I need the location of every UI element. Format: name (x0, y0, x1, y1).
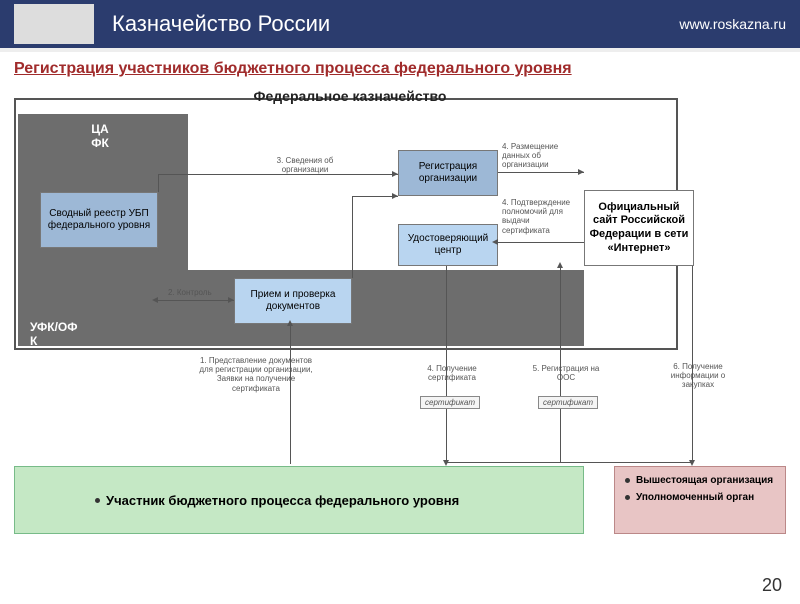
participant-label: Участник бюджетного процесса федеральног… (106, 493, 459, 508)
participant-box: Участник бюджетного процесса федеральног… (14, 466, 584, 534)
arrow-1-head (287, 320, 293, 326)
edge-label-6: 6. Получение информации о закупках (658, 362, 738, 390)
arrow-4a-head (578, 169, 584, 175)
page-number: 20 (762, 575, 782, 596)
edge-label-2: 2. Контроль (168, 288, 212, 297)
arrow-1 (290, 324, 291, 464)
grey-label-ufk-ofk: УФК/ОФ К (30, 320, 110, 348)
edge-label-1: 1. Представление документов для регистра… (196, 356, 316, 393)
arrow-4b (498, 242, 584, 243)
bullet-icon (625, 478, 630, 483)
cert-badge-1: сертификат (420, 396, 480, 409)
box-svod: Сводный реестр УБП федерального уровня (40, 192, 158, 248)
header-title: Казначейство России (112, 11, 679, 37)
box-priem: Прием и проверка документов (234, 278, 352, 324)
arrow-priem-reg-head (392, 193, 398, 199)
bullet-icon (95, 498, 100, 503)
header-logo (14, 4, 94, 44)
grey-label-ca-fk: ЦА ФК (70, 122, 130, 150)
edge-label-4b: 4. Подтверждение полномочий для выдачи с… (502, 198, 578, 235)
header-separator (0, 48, 800, 52)
org1-label: Вышестоящая организация (636, 475, 773, 486)
arrow-3v (158, 174, 159, 192)
arrow-4a (498, 172, 584, 173)
edge-label-3: 3. Сведения об организации (260, 156, 350, 174)
cert-badge-2: сертификат (538, 396, 598, 409)
arrow-3-head (392, 171, 398, 177)
edge-label-5: 5. Регистрация на ООС (530, 364, 602, 382)
arrow-2-head-r (228, 297, 234, 303)
section-title: Федеральное казначейство (200, 88, 500, 104)
org2-label: Уполномоченный орган (636, 492, 754, 503)
bullet-icon (625, 495, 630, 500)
org-box: Вышестоящая организация Уполномоченный о… (614, 466, 786, 534)
header-bar: Казначейство России www.roskazna.ru (0, 0, 800, 48)
arrow-4b-head (492, 239, 498, 245)
box-site: Официальный сайт Российской Федерации в … (584, 190, 694, 266)
arrow-5-head (557, 262, 563, 268)
arrow-2 (158, 300, 234, 301)
edge-label-4c: 4. Получение сертификата (412, 364, 492, 382)
arrow-priem-reg-v (352, 196, 353, 278)
page-title: Регистрация участников бюджетного процес… (14, 60, 786, 78)
box-udost: Удостоверяющий центр (398, 224, 498, 266)
box-reg: Регистрация организации (398, 150, 498, 196)
bottom-connector (446, 462, 692, 463)
header-url: www.roskazna.ru (679, 16, 786, 32)
arrow-2-head-l (152, 297, 158, 303)
edge-label-4a: 4. Размещение данных об организации (502, 142, 578, 170)
diagram-canvas: Федеральное казначейство ЦА ФК УФК/ОФ К … (0, 84, 800, 604)
